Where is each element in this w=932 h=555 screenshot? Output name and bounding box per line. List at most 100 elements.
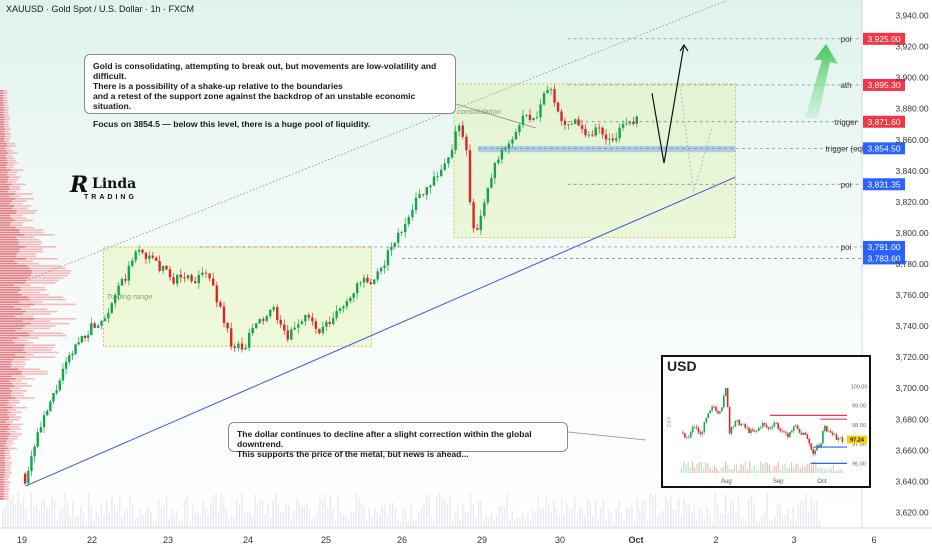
inset-candle-body — [756, 430, 758, 432]
candle — [342, 304, 345, 313]
candle — [625, 117, 628, 126]
logo-sub: TRADING — [84, 194, 137, 201]
candle — [300, 319, 304, 325]
price-tag-text-4: 3,831.35 — [867, 179, 900, 189]
candle — [127, 261, 131, 286]
inset-candle-body — [769, 427, 772, 429]
candle — [601, 126, 604, 139]
candle — [262, 316, 265, 325]
candle — [376, 268, 379, 283]
x-tick-3: 24 — [243, 535, 253, 545]
candle — [359, 280, 362, 287]
candle — [131, 257, 134, 268]
inset-candle-body — [810, 443, 813, 450]
candle — [86, 330, 90, 343]
candle — [36, 428, 39, 449]
candle — [493, 162, 497, 185]
projection-path — [651, 44, 685, 164]
candle — [632, 116, 635, 127]
candle — [80, 335, 84, 344]
inset-candle-body — [837, 437, 840, 440]
inset-y-tick-3: 99.00 — [852, 404, 866, 410]
inset-candle-body — [808, 438, 811, 444]
candle — [61, 363, 65, 385]
candle — [369, 278, 373, 286]
candle — [46, 409, 49, 417]
inset-candle-body — [798, 428, 801, 433]
candle — [440, 164, 443, 178]
volume-profile — [0, 90, 76, 500]
candle — [39, 421, 43, 434]
inset-candle-body — [822, 430, 824, 444]
y-tick-16: 3,940.00 — [895, 11, 928, 21]
candle — [549, 87, 553, 95]
symbol-title: XAUUSD · Gold Spot / U.S. Dollar · 1h · … — [6, 4, 195, 14]
candle — [608, 132, 611, 146]
candle — [338, 307, 342, 314]
price-tag-6 — [863, 252, 905, 265]
inset-candle-body — [750, 429, 752, 433]
candle — [134, 249, 137, 264]
candle — [611, 133, 615, 143]
candle — [83, 334, 87, 342]
candle — [58, 377, 61, 392]
candle — [332, 312, 335, 326]
chart-header: XAUUSD · Gold Spot / U.S. Dollar · 1h · … — [6, 4, 194, 14]
candle — [535, 111, 539, 120]
callout-pointer-bottom — [567, 431, 647, 441]
inset-candle-body — [792, 426, 795, 431]
candle — [511, 136, 514, 148]
candle — [567, 123, 570, 130]
candle — [96, 323, 100, 329]
candle — [230, 322, 233, 350]
inset-candle-body — [761, 422, 764, 428]
candle — [532, 117, 535, 122]
y-tick-5: 3,720.00 — [895, 352, 928, 362]
callout-top-text: Gold is consolidating, attempting to bre… — [93, 61, 437, 111]
inset-candle-body — [791, 430, 793, 433]
candle — [507, 140, 511, 155]
candle — [345, 298, 349, 310]
inset-candle-body — [806, 434, 809, 439]
projection-path-alt — [679, 85, 713, 193]
candle — [314, 318, 318, 335]
x-tick-11: 6 — [871, 535, 876, 545]
candle — [465, 133, 468, 156]
x-tick-0: 19 — [17, 535, 27, 545]
zone-label-0: Trading range — [106, 292, 152, 301]
inset-candle-body — [717, 411, 719, 414]
inset-current-tag — [847, 435, 867, 444]
candle — [468, 144, 472, 205]
y-tick-8: 3,780.00 — [895, 259, 928, 269]
candle — [151, 251, 154, 260]
candle — [461, 120, 464, 140]
candle — [107, 307, 110, 324]
callout-bottom-text: The dollar continues to decline after a … — [237, 429, 532, 459]
analysis-callout-bottom: The dollar continues to decline after a … — [228, 422, 568, 459]
candle — [183, 272, 186, 283]
inset-candle-body — [794, 425, 797, 427]
inset-candle-body — [771, 426, 774, 428]
candle — [265, 314, 268, 323]
candle — [172, 272, 175, 286]
candle — [42, 411, 46, 434]
inset-candle-body — [752, 429, 754, 432]
inset-y-tick-1: 97.00 — [852, 442, 866, 448]
candle — [194, 277, 197, 284]
level-name-1: ath — [840, 81, 851, 90]
bullish-arrow — [805, 44, 838, 118]
price-tag-0 — [863, 32, 905, 45]
inset-candle-body — [736, 419, 739, 421]
x-tick-2: 23 — [163, 535, 173, 545]
inset-candle-body — [775, 422, 778, 424]
candle — [577, 116, 580, 127]
inset-candle-body — [765, 424, 768, 428]
candles — [23, 84, 638, 486]
inset-candle-body — [831, 432, 834, 435]
candle — [635, 115, 638, 128]
candle — [604, 128, 608, 145]
candle — [237, 341, 240, 352]
candle — [560, 108, 563, 126]
candle — [443, 158, 446, 171]
zone-1 — [453, 83, 736, 239]
